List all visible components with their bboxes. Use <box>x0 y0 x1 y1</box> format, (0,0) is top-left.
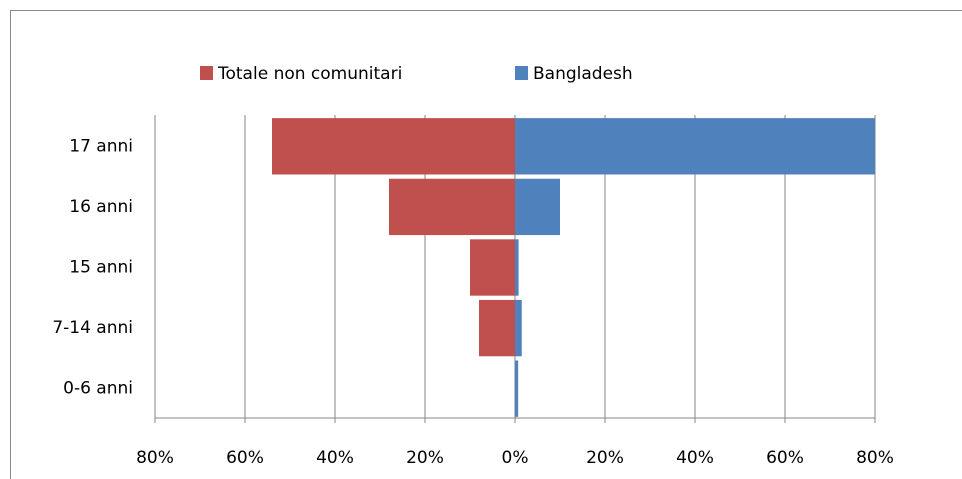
y-tick-label: 0-6 anni <box>63 379 133 399</box>
y-tick-label: 7-14 anni <box>52 318 133 338</box>
bar <box>470 239 515 296</box>
x-tick-label: 0% <box>502 448 529 468</box>
legend-label: Bangladesh <box>533 64 633 84</box>
bar <box>272 118 515 175</box>
x-tick-label: 40% <box>316 448 354 468</box>
x-tick-label: 80% <box>856 448 894 468</box>
y-tick-label: 16 anni <box>69 197 133 217</box>
bar <box>515 299 522 357</box>
bar <box>479 299 515 357</box>
y-tick-label: 17 anni <box>69 136 133 156</box>
bar <box>515 118 875 175</box>
legend-swatch <box>515 66 528 80</box>
x-tick-label: 20% <box>406 448 444 468</box>
x-tick-label: 40% <box>676 448 714 468</box>
x-tick-label: 20% <box>586 448 624 468</box>
bar <box>389 178 515 236</box>
bar <box>515 178 560 236</box>
legend-label: Totale non comunitari <box>217 64 402 84</box>
chart-frame <box>10 10 962 479</box>
x-tick-label: 80% <box>136 448 174 468</box>
bar <box>515 239 519 296</box>
x-tick-label: 60% <box>226 448 264 468</box>
legend-swatch <box>200 66 213 80</box>
y-tick-label: 15 anni <box>69 258 133 278</box>
bar <box>515 360 519 417</box>
x-tick-label: 60% <box>766 448 804 468</box>
